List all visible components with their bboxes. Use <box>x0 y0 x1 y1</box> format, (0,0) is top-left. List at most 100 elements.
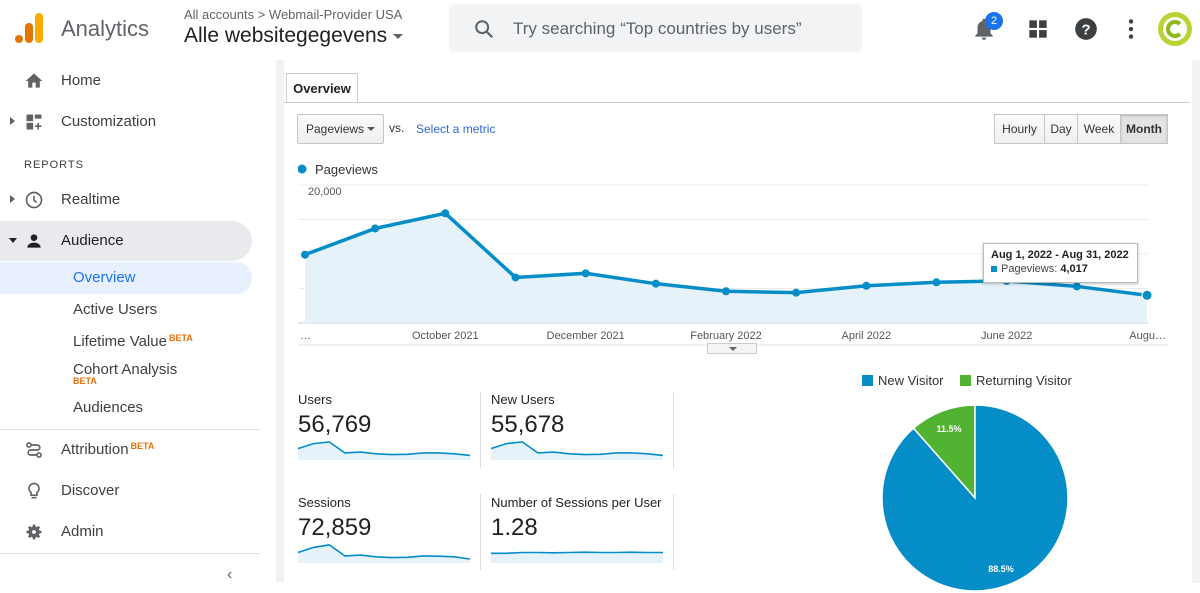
sidebar-item-label: Audience <box>61 232 124 249</box>
chevron-down-icon <box>367 127 375 131</box>
metric-sessions[interactable]: Sessions 72,859 <box>298 495 473 575</box>
pageviews-area <box>305 213 1147 323</box>
app-title: Analytics <box>61 16 150 41</box>
more-vert-icon[interactable] <box>1118 16 1144 42</box>
beta-badge: BETA <box>73 376 97 386</box>
legend-new-visitor[interactable]: New Visitor <box>862 373 944 388</box>
sparkline <box>298 544 470 563</box>
vs-label: vs. <box>389 121 405 135</box>
help-icon[interactable]: ? <box>1073 16 1099 42</box>
tooltip-metric: Pageviews: 4,017 <box>991 263 1130 275</box>
period-hourly-button[interactable]: Hourly <box>994 114 1045 144</box>
sidebar-item-label: Customization <box>61 113 157 130</box>
x-tick-label: … <box>300 330 311 342</box>
metric-label: New Users <box>491 392 555 407</box>
legend-label: Pageviews <box>315 162 378 177</box>
gear-icon <box>26 524 42 540</box>
sidebar-item-label: Lifetime Value <box>73 333 167 350</box>
sidebar-subitem-cohort-analysis[interactable]: Cohort Analysis <box>73 361 178 378</box>
sparkline <box>491 551 663 563</box>
top-header: Analytics All accounts > Webmail-Provide… <box>0 0 1200 60</box>
metric-select-value: Pageviews <box>306 122 365 136</box>
visitor-pie-chart[interactable]: 11.5% 88.5% <box>880 403 1070 593</box>
search-bar[interactable]: Try searching “Top countries by users” <box>449 4 862 52</box>
chevron-down-icon <box>393 33 404 39</box>
select-metric-link[interactable]: Select a metric <box>416 122 496 136</box>
data-point <box>371 224 380 233</box>
sidebar-item-admin[interactable]: Admin <box>0 512 252 552</box>
sidebar-item-home[interactable]: Home <box>0 61 252 101</box>
data-point <box>862 281 871 290</box>
metric-label: Number of Sessions per User <box>491 495 662 510</box>
beta-badge: BETA <box>130 441 155 451</box>
home-icon <box>25 73 43 88</box>
divider <box>0 553 260 554</box>
x-tick-label: June 2022 <box>981 330 1032 342</box>
sidebar: Home Customization REPORTS Realtime Audi… <box>0 60 276 583</box>
metric-users[interactable]: Users 56,769 <box>298 392 473 472</box>
data-point <box>511 273 520 282</box>
data-point <box>441 209 450 218</box>
data-point <box>722 287 730 296</box>
sidebar-item-discover[interactable]: Discover <box>0 471 252 511</box>
divider <box>0 429 260 430</box>
sparkline-area <box>298 441 470 460</box>
sparkline-area <box>491 441 663 460</box>
metric-label: Sessions <box>298 495 351 510</box>
property-selector[interactable]: Alle websitegegevens <box>184 24 404 48</box>
sidebar-item-label: Admin <box>61 523 104 540</box>
sidebar-item-attribution[interactable]: Attribution BETA <box>0 430 252 470</box>
sparkline-area <box>491 552 663 563</box>
tab-overview[interactable]: Overview <box>286 73 358 103</box>
collapse-sidebar-icon[interactable]: ‹ <box>227 566 233 583</box>
period-month-button[interactable]: Month <box>1120 114 1168 144</box>
sidebar-subitem-lifetime-value[interactable]: Lifetime Value BETA <box>73 333 193 350</box>
pie-slice-returning-visitor <box>912 404 976 500</box>
sidebar-item-realtime[interactable]: Realtime <box>0 180 252 220</box>
sparkline-line <box>491 441 663 457</box>
legend-marker <box>298 164 307 174</box>
attribution-icon <box>26 442 42 458</box>
sidebar-item-label: Discover <box>61 482 120 499</box>
lightbulb-icon <box>28 482 40 499</box>
period-day-button[interactable]: Day <box>1044 114 1078 144</box>
metric-sessions-per-user[interactable]: Number of Sessions per User 1.28 <box>491 495 666 575</box>
metric-new-users[interactable]: New Users 55,678 <box>491 392 666 472</box>
tooltip-value: 4,017 <box>1060 263 1088 275</box>
sidebar-subitem-overview[interactable]: Overview <box>73 269 136 286</box>
sparkline-line <box>491 551 663 555</box>
sparkline <box>298 441 470 460</box>
legend-returning-visitor[interactable]: Returning Visitor <box>960 373 1072 388</box>
data-point <box>1072 282 1081 291</box>
apps-grid-icon[interactable] <box>1025 16 1051 42</box>
pie-label-returning: 11.5% <box>936 424 961 434</box>
data-point <box>792 288 801 297</box>
section-heading: REPORTS <box>24 159 84 171</box>
sidebar-item-audience[interactable]: Audience <box>0 221 252 261</box>
period-week-button[interactable]: Week <box>1077 114 1121 144</box>
metric-value: 56,769 <box>298 411 372 438</box>
sparkline-line <box>298 441 470 457</box>
pie-slice-new-visitor <box>881 404 1069 592</box>
sidebar-subitem-audiences[interactable]: Audiences <box>73 399 144 416</box>
search-placeholder: Try searching “Top countries by users” <box>513 19 802 38</box>
property-name: Alle websitegegevens <box>184 24 388 47</box>
data-point <box>581 269 590 278</box>
metric-select[interactable]: Pageviews <box>297 114 384 144</box>
beta-badge: BETA <box>168 333 193 343</box>
chart-expand-toggle[interactable] <box>707 343 757 354</box>
avatar[interactable] <box>1158 12 1192 46</box>
sidebar-subitem-active-users[interactable]: Active Users <box>73 301 158 318</box>
breadcrumb[interactable]: All accounts > Webmail-Provider USA <box>184 7 403 22</box>
metric-value: 1.28 <box>491 514 538 541</box>
metric-value: 55,678 <box>491 411 565 438</box>
tooltip-range: Aug 1, 2022 - Aug 31, 2022 <box>991 249 1129 261</box>
sidebar-item-customization[interactable]: Customization <box>0 102 252 142</box>
x-tick-label: Augu… <box>1129 330 1166 342</box>
y-tick-label: 20,000 <box>308 186 342 198</box>
analytics-logo-icon[interactable] <box>14 13 44 45</box>
sparkline-area <box>298 544 470 563</box>
sidebar-item-label: Home <box>61 72 102 89</box>
sidebar-item-label: Realtime <box>61 191 121 208</box>
